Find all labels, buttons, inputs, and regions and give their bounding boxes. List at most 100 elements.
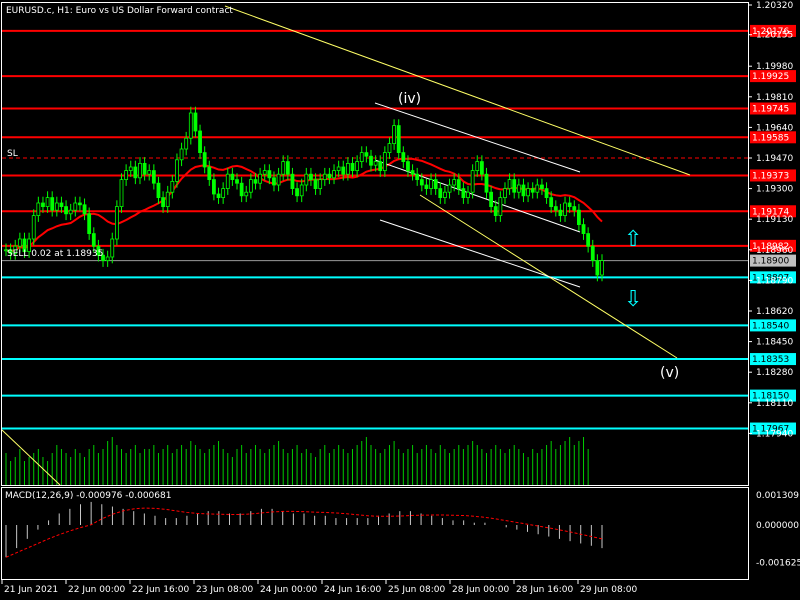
price-tick-label: 1.20155 xyxy=(756,31,793,41)
price-tick-label: 1.18960 xyxy=(756,246,793,256)
candle-body xyxy=(212,179,216,195)
candle-body xyxy=(429,179,433,190)
candle-body xyxy=(244,191,249,197)
bid-price-tag xyxy=(750,254,796,267)
candle-body xyxy=(332,170,336,179)
time-label: 28 Jun 16:00 xyxy=(516,585,573,595)
candle-body xyxy=(373,161,378,166)
candle-body xyxy=(202,152,207,168)
volume-histogram xyxy=(5,437,589,485)
candle-body xyxy=(396,125,401,153)
candle-body xyxy=(221,188,226,199)
macd-pane-frame xyxy=(1,487,749,580)
candle-body xyxy=(133,166,138,179)
candle-body xyxy=(540,184,544,189)
candle-body xyxy=(170,180,175,193)
candle-body xyxy=(31,215,36,240)
support-level-label: 1.17967 xyxy=(752,425,789,435)
price-tick-label: 1.19640 xyxy=(756,123,793,133)
resistance-level-tag xyxy=(750,24,796,37)
candle-body xyxy=(369,155,373,166)
candle-body xyxy=(572,206,577,211)
candle-body xyxy=(401,152,406,163)
candle-body xyxy=(68,209,73,215)
price-tick-label: 1.18450 xyxy=(756,338,793,348)
channel-line-2[interactable] xyxy=(374,159,581,233)
macd-tick-label: 0.001309 xyxy=(756,491,799,501)
candle-body xyxy=(128,166,133,171)
trendline-volume[interactable] xyxy=(1,429,61,486)
macd-tick-label: -0.001625 xyxy=(756,559,800,569)
candle-body xyxy=(78,202,82,206)
resistance-level-label: 1.19585 xyxy=(752,133,789,143)
sl-label: SL xyxy=(7,149,18,159)
candle-body xyxy=(433,179,438,190)
ma-line xyxy=(5,157,603,253)
resistance-level-tag xyxy=(750,205,796,218)
candle-body xyxy=(119,179,124,208)
time-label: 29 Jun 08:00 xyxy=(580,585,637,595)
candle-body xyxy=(600,260,604,276)
price-axis: 1.20320 1.20155 1.19980 1.19810 1.19640 1.194… xyxy=(748,1,793,439)
time-label: 23 Jun 08:00 xyxy=(196,585,253,595)
macd-signal-line xyxy=(5,507,603,558)
support-level-tag xyxy=(750,389,796,402)
candle-body xyxy=(91,233,96,247)
macd-title: MACD(12,26,9) -0.000976 -0.000681 xyxy=(5,491,171,501)
price-tick-label: 1.19470 xyxy=(756,154,793,164)
price-tick-label: 1.18110 xyxy=(756,399,793,409)
candle-body xyxy=(521,184,526,197)
candle-body xyxy=(161,197,165,208)
candle-body xyxy=(22,238,27,252)
candle-body xyxy=(41,202,45,207)
candle-body xyxy=(281,161,286,175)
candle-body xyxy=(230,173,235,180)
time-label: 28 Jun 00:00 xyxy=(452,585,509,595)
candle-body xyxy=(466,191,470,198)
candle-body xyxy=(13,245,18,254)
candle-body xyxy=(544,188,549,199)
wave-label-v: (v) xyxy=(660,365,679,381)
candle-body xyxy=(36,202,41,216)
channel-line-1[interactable] xyxy=(374,102,581,173)
candle-body xyxy=(489,191,494,207)
candle-body xyxy=(350,162,355,171)
candle-body xyxy=(563,202,567,216)
resistance-level-tag xyxy=(750,131,796,144)
candle-body xyxy=(101,254,105,261)
candle-body xyxy=(410,170,415,175)
price-tick-label: 1.18280 xyxy=(756,368,793,378)
trend-lines[interactable] xyxy=(1,5,691,486)
candle-body xyxy=(392,125,396,144)
channel-line-3[interactable] xyxy=(379,219,581,288)
wave-label-iv: (iv) xyxy=(398,91,421,107)
candle-body xyxy=(4,249,8,252)
candle-body xyxy=(179,148,184,161)
candles xyxy=(4,106,604,282)
candle-body xyxy=(276,173,281,186)
candle-body xyxy=(105,256,110,261)
trendline-upper[interactable] xyxy=(224,5,691,176)
resistance-level-label: 1.19745 xyxy=(752,105,789,115)
candle-body xyxy=(581,224,586,235)
candle-body xyxy=(452,179,457,186)
candle-body xyxy=(419,179,424,186)
resistance-level-tag xyxy=(750,169,796,182)
candle-body xyxy=(318,179,323,190)
time-label: 22 Jun 00:00 xyxy=(68,585,125,595)
candle-body xyxy=(549,197,554,208)
support-level-tag xyxy=(750,271,796,284)
candle-body xyxy=(512,179,517,193)
candle-body xyxy=(285,161,290,175)
time-axis: 21 Jun 2021 22 Jun 00:00 22 Jun 16:00 23 Ju… xyxy=(1,580,637,595)
candle-body xyxy=(184,137,189,150)
candle-body xyxy=(272,177,276,186)
candle-body xyxy=(341,166,346,175)
resistance-level-label: 1.19925 xyxy=(752,72,789,82)
candle-body xyxy=(535,184,540,193)
candle-body xyxy=(567,202,572,207)
candle-body xyxy=(415,173,420,180)
support-level-tag xyxy=(750,319,796,332)
candle-body xyxy=(198,130,202,154)
